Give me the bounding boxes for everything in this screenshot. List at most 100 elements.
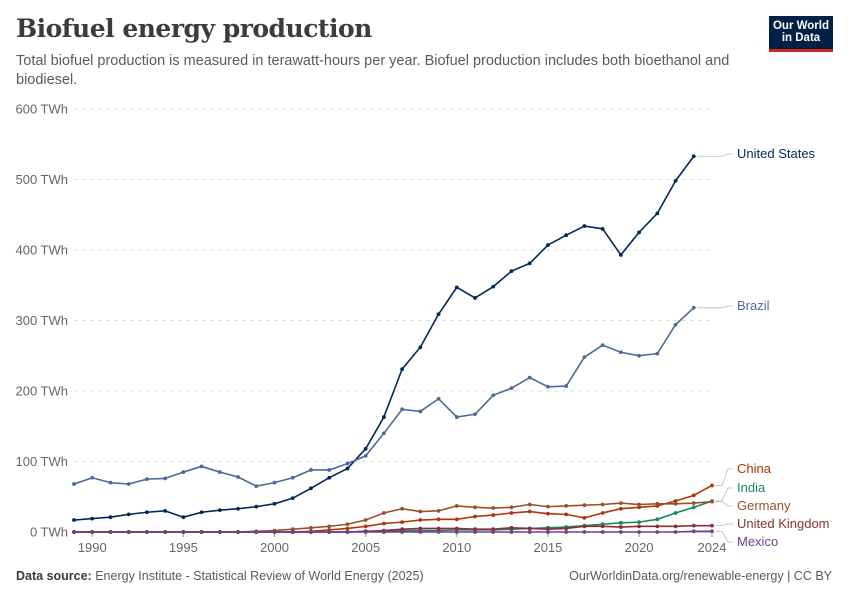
x-tick-label: 1990 [78,540,107,555]
footer-url[interactable]: OurWorldinData.org/renewable-energy | CC… [569,569,832,583]
data-point-united-states [491,284,496,289]
data-point-brazil [90,475,95,480]
series-line-mexico [74,530,712,533]
data-point-mexico [272,530,277,534]
y-tick-label: 300 TWh [15,313,68,328]
data-point-mexico [473,530,477,534]
data-point-germany [327,524,332,529]
x-tick-label: 1995 [169,540,198,555]
data-point-united-states [600,226,605,231]
owid-logo[interactable]: Our World in Data [769,16,833,52]
label-connector-india [715,487,733,502]
data-point-united-kingdom [527,526,532,531]
data-point-mexico [418,530,423,534]
data-point-china [509,511,514,515]
data-point-mexico [600,530,605,534]
data-point-china [345,526,350,531]
data-point-germany [710,499,714,504]
data-point-united-kingdom [691,523,696,528]
data-point-china [618,506,623,511]
data-point-mexico [199,530,204,534]
series-label-germany: Germany [737,498,791,513]
data-point-brazil [473,412,477,417]
data-point-brazil [217,470,222,474]
data-point-united-states [436,312,441,317]
data-point-mexico [454,530,459,534]
gridlines [74,108,712,533]
data-point-united-states [290,496,295,501]
data-point-united-states [272,501,277,506]
data-point-brazil [145,477,149,482]
data-point-united-kingdom [600,524,605,529]
data-point-germany [436,508,441,513]
data-point-mexico [163,530,168,534]
data-point-united-states [400,367,405,372]
data-point-brazil [199,464,204,469]
data-point-brazil [290,475,295,480]
data-point-mexico [710,529,714,534]
logo-line-1: Our World [772,20,829,32]
data-point-brazil [72,482,76,486]
data-point-mexico [72,530,76,534]
data-point-united-kingdom [637,524,641,529]
data-point-united-kingdom [418,526,423,531]
data-point-china [363,524,368,529]
y-tick-label: 200 TWh [15,384,68,399]
data-point-united-states [527,261,532,266]
data-point-china [546,511,550,516]
data-point-germany [418,509,423,514]
data-point-united-states [254,504,259,509]
data-point-china [454,517,459,522]
data-point-united-kingdom [454,526,459,531]
data-point-brazil [363,453,368,458]
data-point-mexico [582,530,587,534]
data-point-united-states [108,515,113,520]
data-point-china [491,513,496,517]
data-point-mexico [327,530,332,534]
data-point-brazil [618,350,623,355]
y-tick-label: 400 TWh [15,243,68,258]
data-point-brazil [691,305,696,310]
data-point-mexico [400,530,405,534]
data-point-india [691,505,696,510]
data-point-germany [673,501,678,506]
data-point-brazil [236,475,240,479]
data-point-united-states [217,508,222,513]
data-point-united-states [181,515,186,520]
data-point-brazil [126,482,131,486]
data-point-india [673,511,678,515]
data-point-united-states [381,415,386,419]
label-connector-brazil [696,305,733,309]
data-point-united-states [163,508,168,513]
data-point-united-kingdom [582,524,587,529]
series-line-china [74,484,713,533]
data-point-mexico [126,530,131,534]
data-point-united-kingdom [673,524,678,529]
data-point-brazil [327,468,332,472]
data-point-germany [546,504,550,509]
data-point-china [673,499,678,503]
data-source-label: Data source: [16,569,92,583]
data-point-mexico [363,530,368,534]
x-tick-label: 2000 [260,540,289,555]
data-point-germany [381,511,386,515]
data-point-germany [363,518,368,522]
data-point-united-kingdom [618,525,623,529]
data-point-united-kingdom [436,526,441,531]
data-point-mexico [345,530,350,534]
data-point-united-kingdom [400,527,405,532]
label-connector-united-kingdom [715,523,733,527]
data-point-mexico [564,530,569,534]
data-point-united-states [345,466,350,471]
data-point-india [618,520,623,525]
data-point-brazil [309,468,313,472]
data-point-mexico [436,530,441,534]
data-point-brazil [655,351,660,356]
data-point-brazil [509,386,514,391]
data-point-united-states [418,345,423,350]
data-point-china [564,512,569,517]
data-point-brazil [527,375,532,380]
data-point-united-states [673,179,678,183]
data-point-united-states [691,154,696,159]
data-point-united-states [363,446,368,451]
